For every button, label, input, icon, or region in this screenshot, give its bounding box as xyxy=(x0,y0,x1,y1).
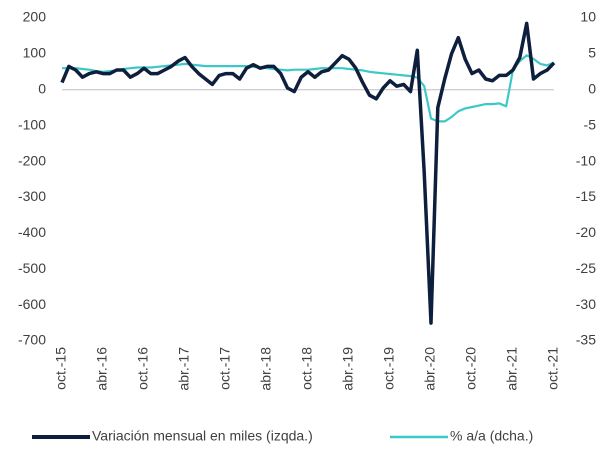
y-tick-label: 0 xyxy=(38,80,46,96)
x-tick-label: abr.-17 xyxy=(176,347,192,391)
y2-tick-label: 5 xyxy=(588,45,596,61)
y-tick-label: -700 xyxy=(18,332,46,348)
y2-tick-label: -20 xyxy=(576,224,596,240)
x-tick-label: oct.-15 xyxy=(53,347,69,390)
y2-tick-label: -30 xyxy=(576,296,596,312)
data-line xyxy=(62,54,555,123)
data-line xyxy=(60,21,556,325)
y2-tick-label: 0 xyxy=(588,80,596,96)
y-tick-label: 200 xyxy=(23,9,47,25)
y2-tick-label: -35 xyxy=(576,332,596,348)
y2-tick-label: -15 xyxy=(576,188,596,204)
y2-tick-label: -5 xyxy=(584,116,597,132)
x-tick-label: oct.-17 xyxy=(217,347,233,390)
x-tick-label: abr.-19 xyxy=(340,347,356,391)
x-tick-label: abr.-16 xyxy=(94,347,110,391)
y-tick-label: -600 xyxy=(18,296,46,312)
x-tick-label: oct.-16 xyxy=(135,347,151,390)
x-tick-label: abr.-18 xyxy=(258,347,274,391)
y2-tick-label: 10 xyxy=(580,9,596,25)
y-tick-label: -300 xyxy=(18,188,46,204)
x-tick-label: oct.-21 xyxy=(545,347,561,390)
x-tick-label: oct.-18 xyxy=(299,347,315,390)
x-tick-label: abr.-21 xyxy=(504,347,520,391)
y-tick-label: -200 xyxy=(18,152,46,168)
legend-label: Variación mensual en miles (izqda.) xyxy=(92,428,313,444)
x-tick-label: abr.-20 xyxy=(422,347,438,391)
x-tick-label: oct.-20 xyxy=(463,347,479,390)
y-tick-label: 100 xyxy=(23,45,47,61)
y2-tick-label: -25 xyxy=(576,260,596,276)
y-tick-label: -100 xyxy=(18,116,46,132)
legend-label: % a/a (dcha.) xyxy=(450,428,533,444)
y-tick-label: -400 xyxy=(18,224,46,240)
x-tick-label: oct.-19 xyxy=(381,347,397,390)
y-tick-label: -500 xyxy=(18,260,46,276)
y2-tick-label: -10 xyxy=(576,152,596,168)
